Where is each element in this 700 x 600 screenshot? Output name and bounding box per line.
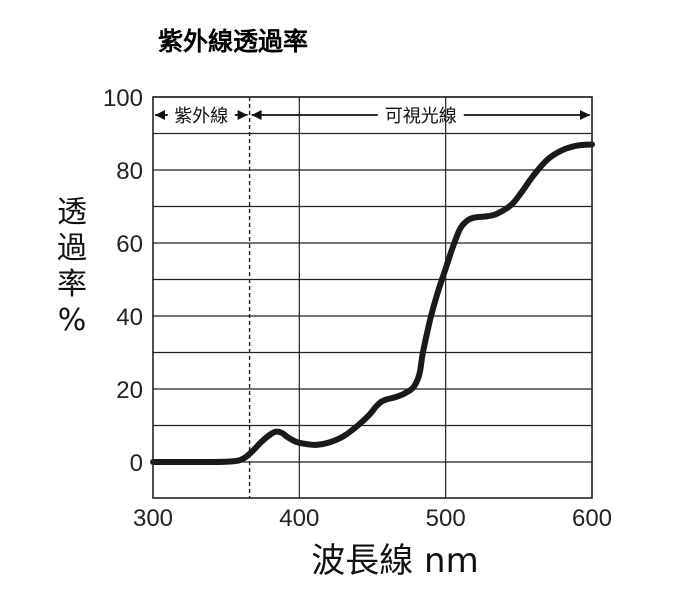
y-label-char: 過 [57,231,87,266]
y-tick-label: 0 [130,450,143,477]
y-label-char: 率 [57,267,87,302]
x-tick-label: 600 [572,505,612,532]
x-axis-label: 波長線 nm [311,541,478,581]
y-tick-label: 100 [103,85,143,112]
plot-frame [152,96,593,499]
y-label-char: % [58,303,87,338]
y-tick-label: 20 [116,377,143,404]
region-label: 可視光線 [385,106,457,127]
y-tick-label: 60 [116,231,143,258]
y-tick-label: 40 [116,304,143,331]
grid [153,96,592,498]
y-tick-label: 80 [116,158,143,185]
y-axis-label: 透過率% [57,195,87,338]
arrowhead-icon [580,110,590,120]
arrowhead-icon [155,110,165,120]
region-labels: 紫外線 可視光線 [155,106,590,127]
x-tick-label: 300 [133,505,173,532]
x-tick-labels: 300 400 500 600 [133,505,612,532]
arrowhead-icon [251,110,262,120]
region-label: 紫外線 [174,106,228,127]
chart-title: 紫外線透過率 [158,27,309,56]
y-label-char: 透 [57,195,87,230]
transmittance-curve [150,141,595,466]
x-tick-label: 500 [426,505,466,532]
arrowhead-icon [237,110,248,120]
x-tick-label: 400 [279,505,319,532]
y-tick-labels: 100 80 60 40 20 0 [103,85,143,477]
